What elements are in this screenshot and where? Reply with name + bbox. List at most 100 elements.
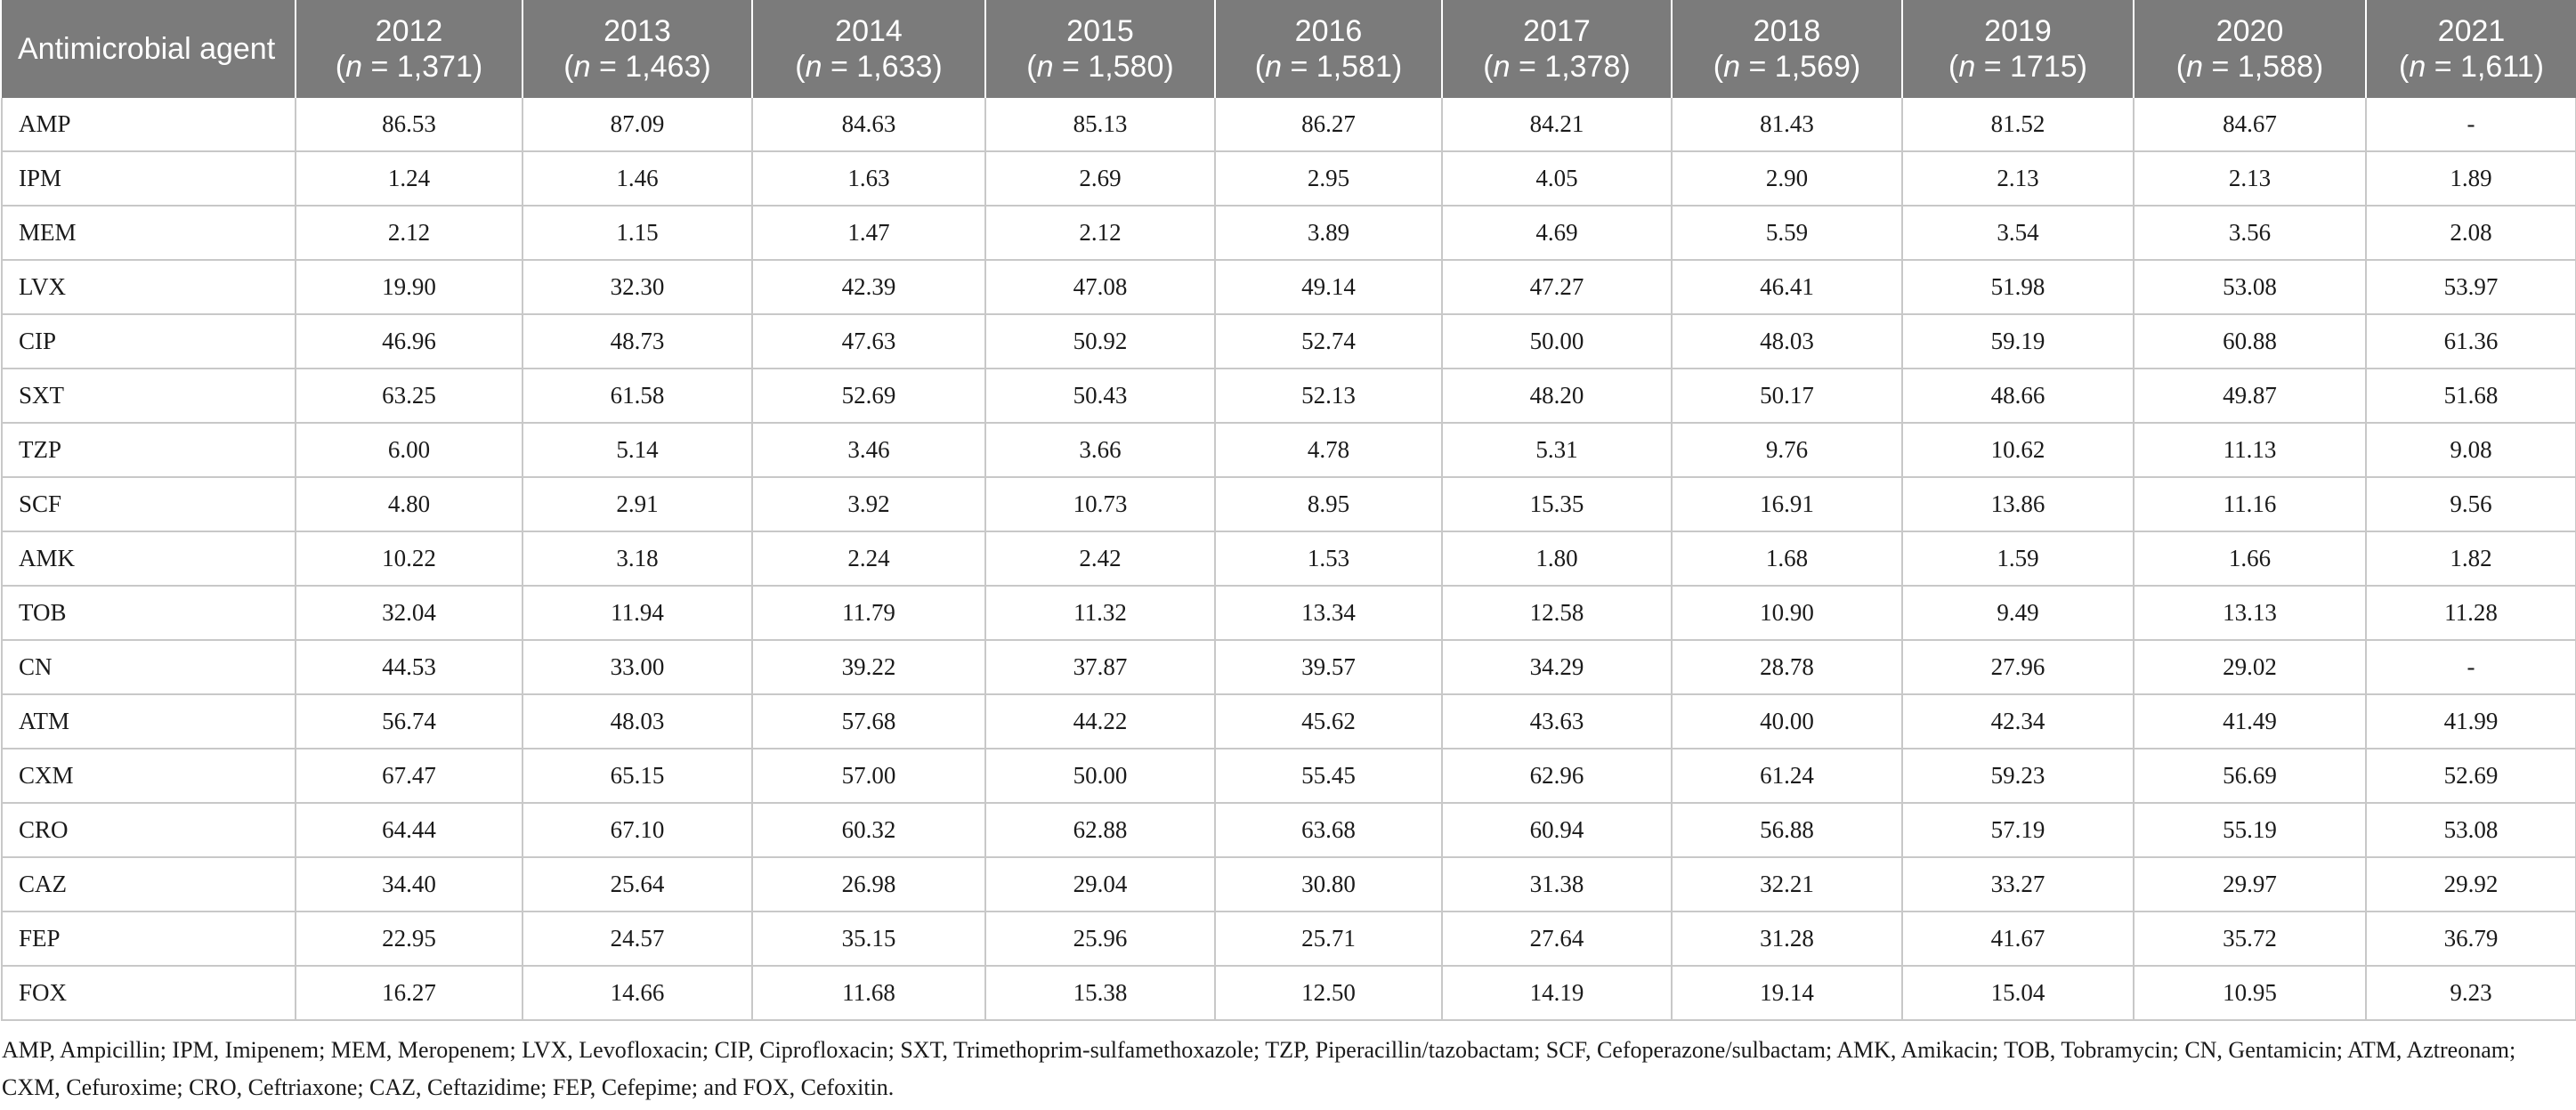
value-cell: 30.80 <box>1215 857 1443 912</box>
value-cell: 1.68 <box>1672 531 1903 587</box>
value-cell: 11.68 <box>752 966 986 1021</box>
value-cell: 52.69 <box>752 369 986 424</box>
value-cell: 3.66 <box>985 423 1216 478</box>
value-cell: 10.62 <box>1902 423 2135 478</box>
value-cell: 84.63 <box>752 98 986 152</box>
value-cell: 46.96 <box>296 314 523 369</box>
value-cell: 2.69 <box>985 151 1216 207</box>
header-sample-size: (n = 1,371) <box>335 50 483 84</box>
table-row: LVX 19.90 32.30 42.39 47.08 49.14 47.27 46.41 51… <box>1 260 2576 315</box>
value-cell: 4.78 <box>1215 423 1443 478</box>
value-cell: 55.19 <box>2134 803 2367 858</box>
agent-cell: SXT <box>1 369 296 424</box>
table-row: TZP 6.00 5.14 3.46 3.66 4.78 5.31 9.76 10.62 11.1… <box>1 423 2576 478</box>
header-sample-size: (n = 1,633) <box>795 50 943 84</box>
value-cell: 37.87 <box>985 640 1216 695</box>
value-cell: 47.08 <box>985 260 1216 315</box>
value-cell: 24.57 <box>522 911 753 967</box>
value-cell: 57.00 <box>752 749 986 804</box>
value-cell: 43.63 <box>1442 694 1673 749</box>
value-cell: 29.97 <box>2134 857 2367 912</box>
resistance-table: Antimicrobial agent 2012 (n = 1,371) 2013(… <box>1 0 2576 1021</box>
value-cell: 62.88 <box>985 803 1216 858</box>
value-cell: 1.15 <box>522 206 753 261</box>
value-cell: 51.98 <box>1902 260 2135 315</box>
header-sample-size: (n = 1,588) <box>2175 50 2324 84</box>
value-cell: 4.05 <box>1442 151 1673 207</box>
value-cell: 4.69 <box>1442 206 1673 261</box>
table-row: IPM 1.24 1.46 1.63 2.69 2.95 4.05 2.90 2.13 2.13 1… <box>1 151 2576 207</box>
value-cell: 50.17 <box>1672 369 1903 424</box>
value-cell: 63.25 <box>296 369 523 424</box>
value-cell: 2.13 <box>1902 151 2135 207</box>
value-cell: 12.58 <box>1442 586 1673 641</box>
value-cell: 81.52 <box>1902 98 2135 152</box>
header-sample-size: (n = 1,580) <box>1026 50 1174 84</box>
header-year-2013: 2013 (n = 1,463) <box>522 0 753 98</box>
header-year-2020: 2020 (n = 1,588) <box>2134 0 2367 98</box>
header-year-label: 2019 <box>1984 14 2052 48</box>
value-cell: 26.98 <box>752 857 986 912</box>
value-cell: 50.00 <box>1442 314 1673 369</box>
value-cell: 29.04 <box>985 857 1216 912</box>
value-cell: 57.68 <box>752 694 986 749</box>
value-cell: 13.34 <box>1215 586 1443 641</box>
header-year-2012: 2012 (n = 1,371) <box>296 0 523 98</box>
header-year-label: 2014 <box>835 14 903 48</box>
value-cell: 25.96 <box>985 911 1216 967</box>
value-cell: 84.67 <box>2134 98 2367 152</box>
value-cell: 5.31 <box>1442 423 1673 478</box>
value-cell: 11.32 <box>985 586 1216 641</box>
value-cell: 56.88 <box>1672 803 1903 858</box>
value-cell: 13.13 <box>2134 586 2367 641</box>
header-year-label: 2015 <box>1066 14 1134 48</box>
value-cell: 1.24 <box>296 151 523 207</box>
value-cell: 10.90 <box>1672 586 1903 641</box>
value-cell: 9.23 <box>2366 966 2576 1021</box>
value-cell: 19.14 <box>1672 966 1903 1021</box>
header-year-label: 2012 <box>375 14 443 48</box>
value-cell: 11.16 <box>2134 477 2367 532</box>
value-cell: 6.00 <box>296 423 523 478</box>
value-cell: 57.19 <box>1902 803 2135 858</box>
value-cell: 2.13 <box>2134 151 2367 207</box>
value-cell: 11.79 <box>752 586 986 641</box>
value-cell: 41.99 <box>2366 694 2576 749</box>
value-cell: 2.08 <box>2366 206 2576 261</box>
table-row: SXT 63.25 61.58 52.69 50.43 52.13 48.20 50.17 48… <box>1 369 2576 424</box>
value-cell: 3.56 <box>2134 206 2367 261</box>
value-cell: 33.00 <box>522 640 753 695</box>
header-year-2015: 2015 (n = 1,580) <box>985 0 1216 98</box>
value-cell: 19.90 <box>296 260 523 315</box>
value-cell: 86.53 <box>296 98 523 152</box>
header-antimicrobial-agent: Antimicrobial agent <box>2 0 296 98</box>
value-cell: 85.13 <box>985 98 1216 152</box>
table-row: CIP 46.96 48.73 47.63 50.92 52.74 50.00 48.03 59… <box>1 314 2576 369</box>
value-cell: 87.09 <box>522 98 753 152</box>
value-cell: 44.22 <box>985 694 1216 749</box>
value-cell: 42.34 <box>1902 694 2135 749</box>
value-cell: 1.89 <box>2366 151 2576 207</box>
value-cell: 34.40 <box>296 857 523 912</box>
value-cell: 4.80 <box>296 477 523 532</box>
value-cell: 39.22 <box>752 640 986 695</box>
agent-cell: FEP <box>1 911 296 967</box>
agent-cell: TOB <box>1 586 296 641</box>
value-cell: 1.46 <box>522 151 753 207</box>
value-cell: 9.49 <box>1902 586 2135 641</box>
value-cell: 10.22 <box>296 531 523 587</box>
value-cell: 15.35 <box>1442 477 1673 532</box>
value-cell: 3.46 <box>752 423 986 478</box>
value-cell: 11.28 <box>2366 586 2576 641</box>
value-cell: 61.24 <box>1672 749 1903 804</box>
value-cell: 9.76 <box>1672 423 1903 478</box>
footnote: AMP, Ampicillin; IPM, Imipenem; MEM, Mer… <box>2 1037 2516 1100</box>
table-row: ATM 56.74 48.03 57.68 44.22 45.62 43.63 40.00 42… <box>1 694 2576 749</box>
value-cell: 40.00 <box>1672 694 1903 749</box>
agent-cell: LVX <box>1 260 296 315</box>
value-cell: - <box>2366 98 2576 152</box>
value-cell: 29.02 <box>2134 640 2367 695</box>
value-cell: 39.57 <box>1215 640 1443 695</box>
agent-cell: AMP <box>1 98 296 152</box>
